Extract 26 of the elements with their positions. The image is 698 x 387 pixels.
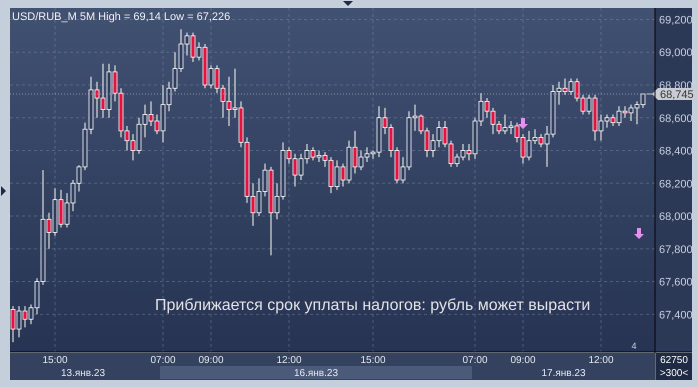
x-tick-label: 15:00 <box>42 355 68 366</box>
annotation: Приближается срок уплаты налогов: рубль может вырасти <box>155 297 590 314</box>
y-tick-label: 69,000 <box>659 47 693 60</box>
y-tick-label: 69,200 <box>659 14 693 26</box>
x-tick-label: 07:00 <box>150 355 176 366</box>
y-tick-label: 67,600 <box>659 276 693 289</box>
chart-title: USD/RUB_M 5M High = 69,14 Low = 67,226 <box>12 11 230 23</box>
y-tick-label: 68,400 <box>659 146 693 158</box>
text: 13.янв.23 <box>60 368 106 379</box>
text: >300< <box>660 368 688 379</box>
y-tick-label: 68,600 <box>659 112 693 125</box>
text: 62750 <box>660 355 688 366</box>
annotation: 4 <box>631 341 637 351</box>
x-tick-label: 09:00 <box>510 355 536 366</box>
x-tick-label: 07:00 <box>462 355 488 366</box>
x-tick-label: 12:00 <box>588 355 614 366</box>
text: 17.янв.23 <box>541 368 586 379</box>
ref-line-label: 68,745 <box>660 89 694 101</box>
x-tick-label: 15:00 <box>360 355 386 366</box>
text: 16.янв.23 <box>294 368 338 379</box>
y-tick-label: 67,800 <box>659 244 693 256</box>
x-tick-label: 12:00 <box>276 355 302 366</box>
x-tick-label: 09:00 <box>198 355 224 366</box>
y-tick-label: 68,200 <box>659 178 693 190</box>
y-tick-label: 67,400 <box>659 309 693 322</box>
y-tick-label: 68,000 <box>659 211 693 224</box>
